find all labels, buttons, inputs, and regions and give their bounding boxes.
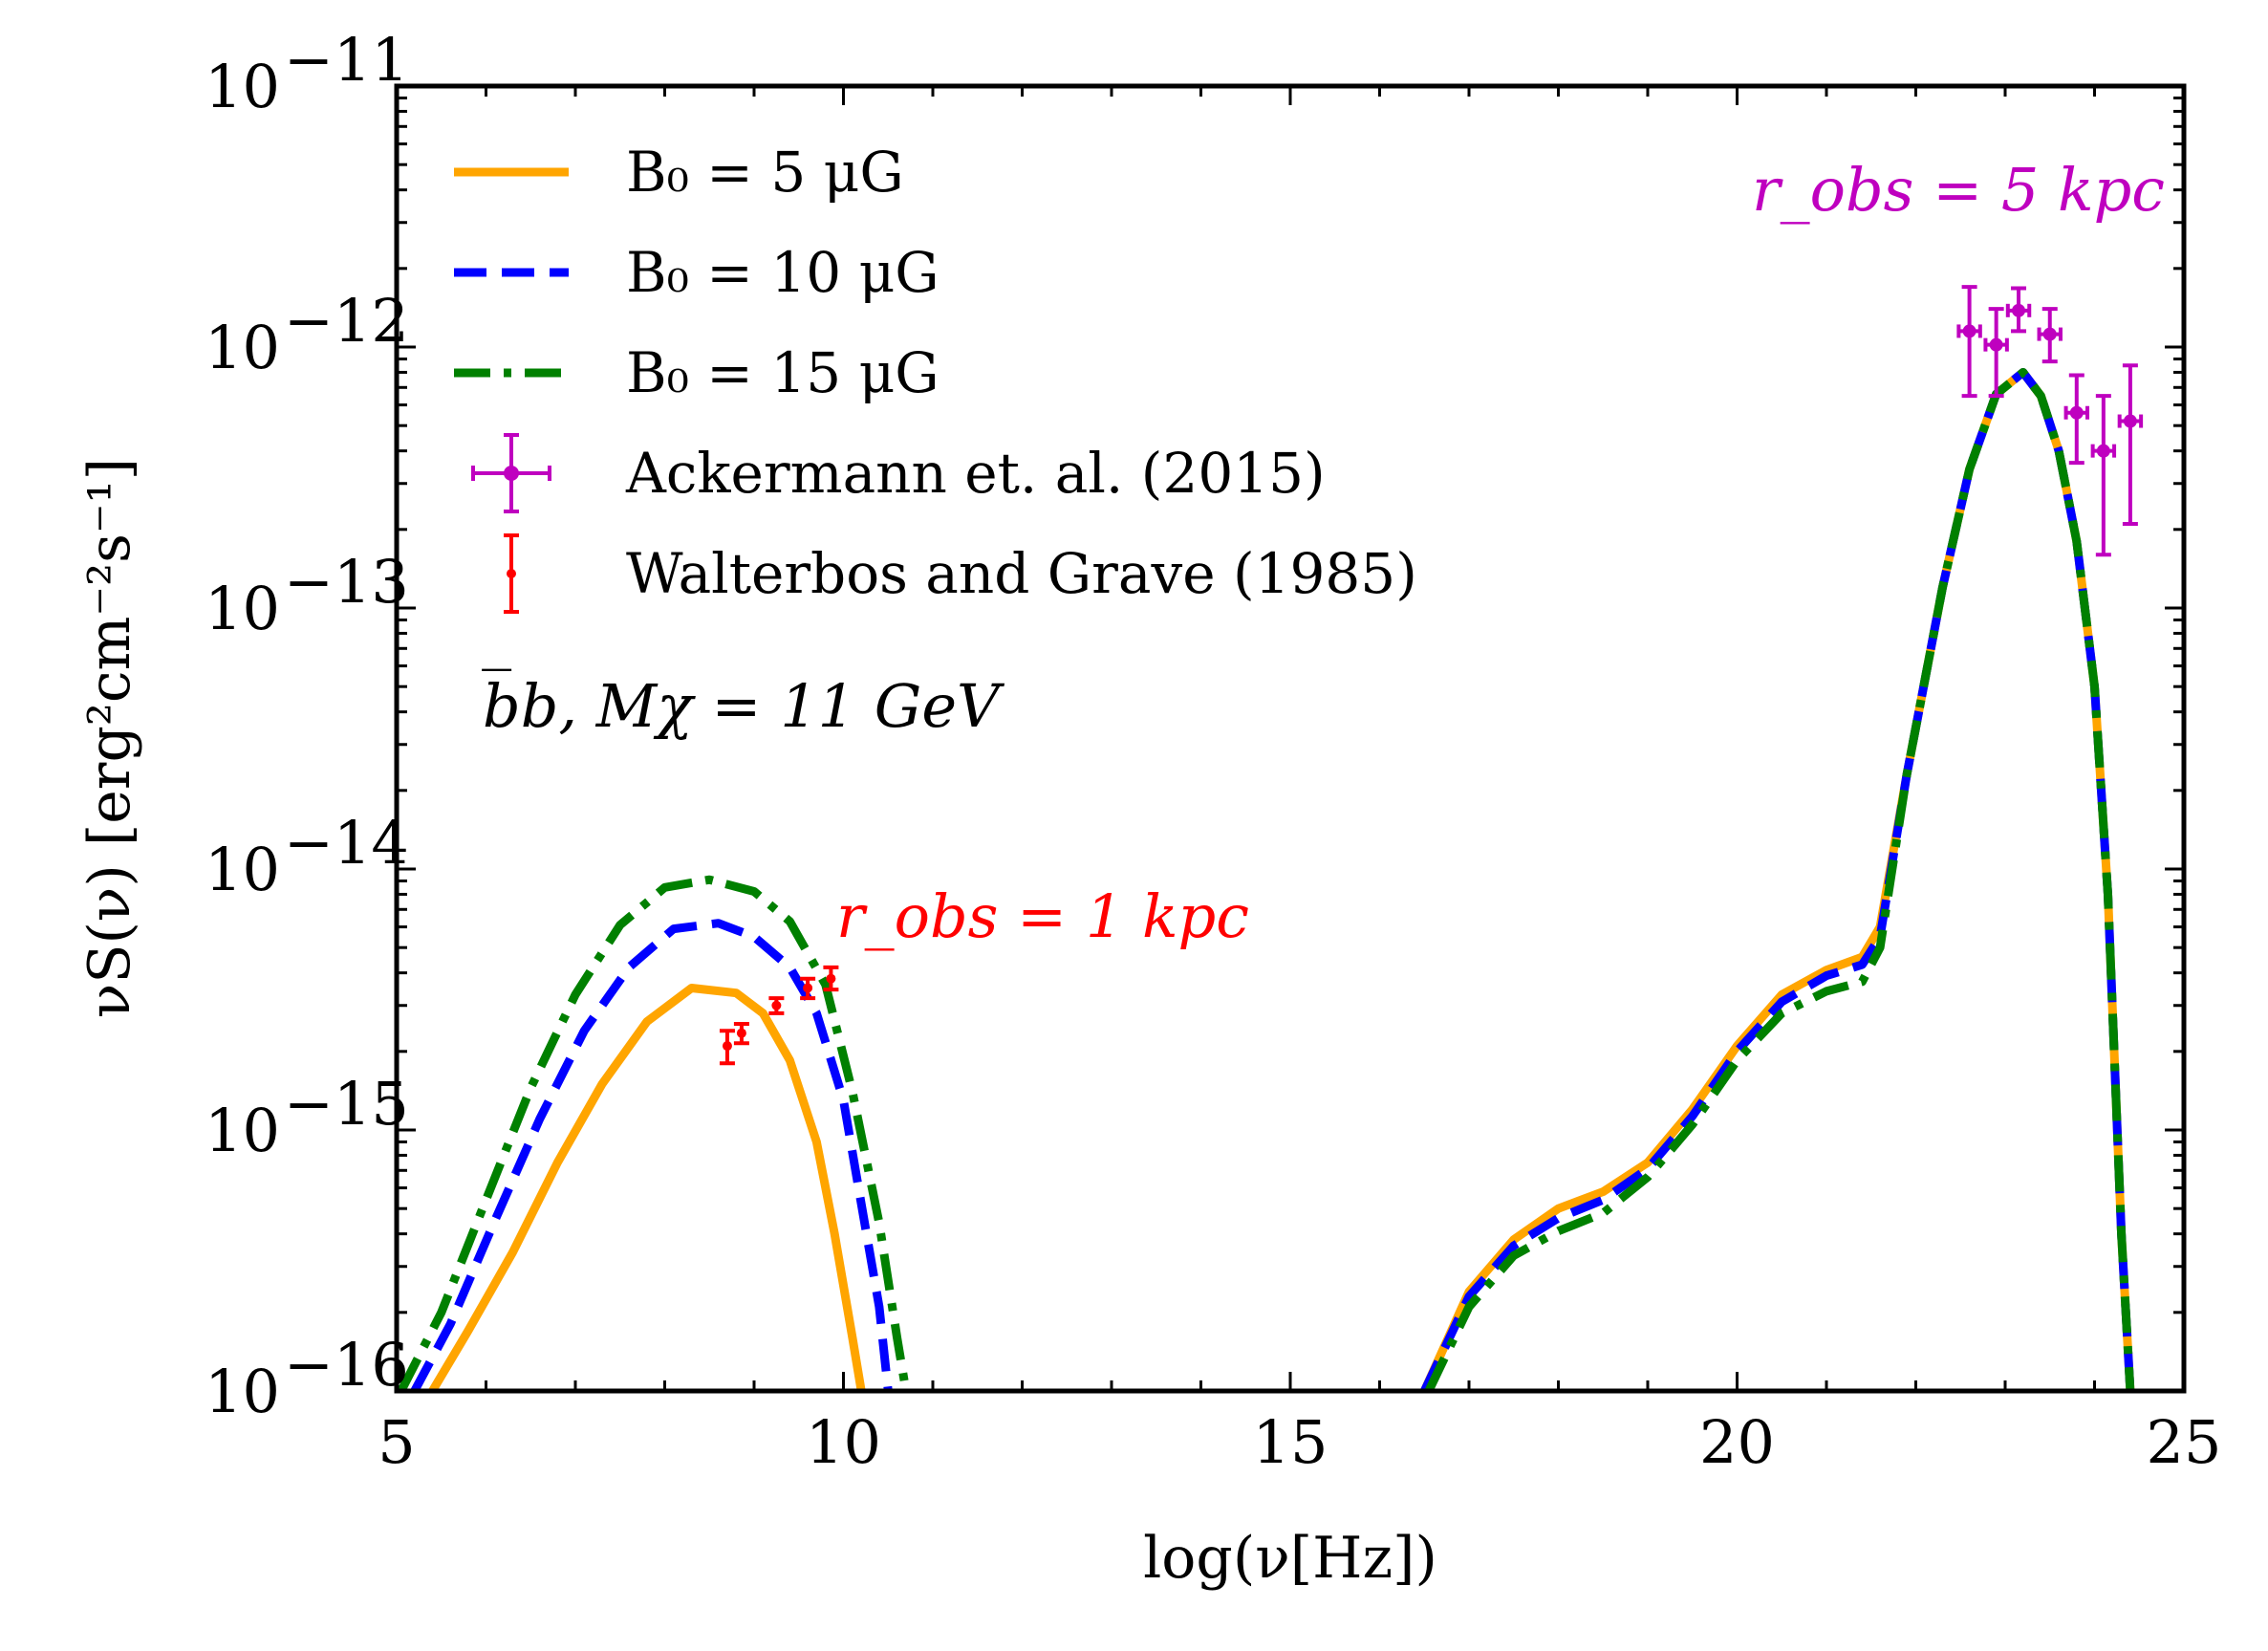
- y-tick-label: 10: [205, 574, 280, 643]
- series-layer: [397, 368, 2135, 1391]
- series-line-0-segment-0: [428, 984, 866, 1391]
- data-point-1-0: [719, 1029, 735, 1066]
- data-point-0-2: [2005, 286, 2032, 334]
- y-tick-exponent: −16: [284, 1330, 409, 1400]
- series-line-0-segment-1: [1420, 368, 2135, 1391]
- annotation-1: r_obs = 1 kpc: [836, 881, 1249, 951]
- legend-label: B₀ = 5 μG: [626, 140, 904, 205]
- y-tick-exponent: −15: [284, 1069, 409, 1139]
- plot-frame: [394, 83, 2187, 1394]
- series-line-1-segment-0: [410, 919, 893, 1391]
- data-point-0-3: [2037, 307, 2063, 364]
- annotation-2: r_obs = 5 kpc: [1752, 155, 2165, 225]
- x-tick-label: 5: [378, 1407, 415, 1477]
- data-point-0-1: [1983, 307, 2009, 399]
- y-tick-exponent: −11: [284, 25, 409, 95]
- series-line-2-segment-0: [397, 875, 911, 1391]
- y-tick-label: 10: [205, 1096, 280, 1165]
- series-line-1-segment-1: [1420, 368, 2135, 1391]
- annotations: b̅b, Mχ = 11 GeV r_obs = 1 kpc r_obs = 5 k…: [482, 155, 2165, 951]
- legend-item-2: B₀ = 15 μG: [454, 340, 940, 405]
- legend-item-points-1: Walterbos and Grave (1985): [504, 533, 1417, 614]
- x-tick-label: 10: [806, 1407, 881, 1477]
- y-axis-title: νS(ν) [erg²cm⁻²s⁻¹]: [76, 458, 143, 1018]
- y-tick-exponent: −14: [284, 808, 409, 878]
- data-point-1-4: [823, 965, 839, 992]
- legend-label: Ackermann et. al. (2015): [625, 441, 1326, 506]
- x-tick-label: 15: [1253, 1407, 1328, 1477]
- y-tick-label: 10: [205, 835, 280, 904]
- legend-item-points-0: Ackermann et. al. (2015): [471, 433, 1326, 513]
- data-point-0-0: [1956, 285, 1982, 399]
- series-line-2-segment-1: [1424, 368, 2135, 1391]
- annotation-0: b̅b, Mχ = 11 GeV: [482, 669, 1005, 741]
- y-tick-label: 10: [205, 1357, 280, 1426]
- legend-label: B₀ = 15 μG: [626, 340, 940, 405]
- y-tick-label: 10: [205, 52, 280, 121]
- legend-item-1: B₀ = 10 μG: [454, 240, 940, 305]
- y-tick-exponent: −12: [284, 286, 409, 356]
- data-point-1-1: [733, 1022, 749, 1046]
- x-axis-title: log(ν[Hz]): [1143, 1525, 1437, 1592]
- x-tick-label: 20: [1699, 1407, 1775, 1477]
- points-layer: [719, 285, 2144, 1066]
- legend-label: B₀ = 10 μG: [626, 240, 940, 305]
- x-tick-label: 25: [2147, 1407, 2222, 1477]
- legend-item-0: B₀ = 5 μG: [454, 140, 904, 205]
- legend-label: Walterbos and Grave (1985): [626, 541, 1417, 606]
- data-point-0-6: [2117, 363, 2144, 527]
- data-point-1-3: [800, 976, 816, 1001]
- legend: B₀ = 5 μG B₀ = 10 μG B₀ = 15 μG Ackermann e…: [454, 140, 1417, 614]
- data-point-1-2: [768, 996, 785, 1015]
- y-tick-label: 10: [205, 313, 280, 382]
- data-point-0-4: [2063, 373, 2090, 466]
- y-tick-exponent: −13: [284, 547, 409, 617]
- data-point-0-5: [2090, 394, 2117, 557]
